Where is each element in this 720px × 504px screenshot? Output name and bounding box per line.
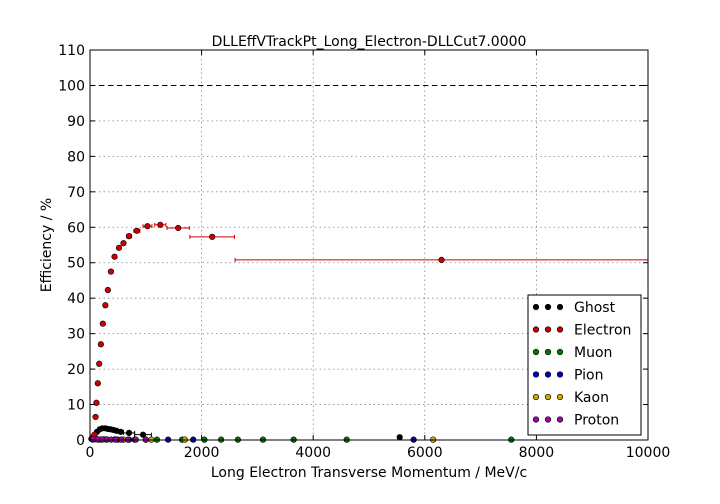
x-tick-label: 6000 <box>407 445 443 461</box>
electron-point <box>94 380 101 387</box>
legend-box <box>527 294 642 436</box>
legend-marker-kaon <box>544 393 552 401</box>
x-tick-label: 2000 <box>184 445 220 461</box>
y-tick-label: 20 <box>67 362 85 378</box>
legend-marker-kaon <box>556 393 564 401</box>
electron-point <box>102 302 109 309</box>
electron-point <box>115 244 123 251</box>
y-tick-label: 30 <box>67 327 85 343</box>
y-tick-label: 40 <box>67 291 85 307</box>
legend-label-muon: Muon <box>574 345 612 361</box>
x-tick-label: 10000 <box>626 445 671 461</box>
legend-marker-muon <box>532 348 540 356</box>
legend-marker-proton <box>556 416 564 423</box>
legend-marker-muon <box>556 348 564 356</box>
electron-point <box>96 360 103 367</box>
y-tick-label: 70 <box>67 185 85 201</box>
y-tick-label: 60 <box>67 220 85 236</box>
x-tick-label: 8000 <box>519 445 555 461</box>
legend-label-ghost: Ghost <box>574 300 616 316</box>
plot-frame <box>89 49 649 441</box>
axis-ticks: 0 2000 4000 6000 8000 10000 0 10 20 30 40 50 60 70 80 9… <box>58 43 670 461</box>
y-tick-label: 50 <box>67 256 85 272</box>
electron-point <box>125 233 133 240</box>
legend-marker-ghost <box>544 303 552 311</box>
y-tick-label: 0 <box>76 433 85 449</box>
y-tick-label: 10 <box>67 398 85 414</box>
legend-label-pion: Pion <box>574 368 603 384</box>
electron-point <box>92 413 99 421</box>
legend-marker-electron <box>532 326 540 333</box>
electron-point <box>144 223 151 230</box>
x-tick-label: 4000 <box>295 445 331 461</box>
electron-point <box>133 227 140 234</box>
y-tick-label: 80 <box>67 149 85 165</box>
legend-marker-electron <box>544 326 552 333</box>
electron-point <box>157 221 164 228</box>
legend-marker-kaon <box>532 393 540 401</box>
electron-point <box>99 320 106 327</box>
legend-marker-muon <box>544 348 552 356</box>
electron-point <box>104 286 111 294</box>
legend-marker-pion <box>556 371 564 378</box>
electron-point <box>111 253 118 260</box>
y-tick-label: 90 <box>67 114 85 130</box>
chart-title: DLLEffVTrackPt_Long_Electron-DLLCut7.000… <box>212 34 527 50</box>
ghost-point <box>117 428 124 435</box>
electron-point <box>93 399 100 406</box>
electron-point <box>175 224 182 232</box>
electron-point <box>438 256 445 263</box>
electron-point <box>120 240 127 247</box>
legend-marker-ghost <box>556 303 564 311</box>
legend-marker-proton <box>544 416 552 423</box>
legend-marker-pion <box>544 371 552 378</box>
y-axis-label: Efficiency / % <box>39 198 55 292</box>
ghost-point <box>396 434 403 441</box>
legend-label-electron: Electron <box>574 323 631 339</box>
x-axis-label: Long Electron Transverse Momentum / MeV/… <box>211 465 527 481</box>
ghost-point <box>125 429 133 437</box>
legend: Ghost Electron Muon Pion Kaon Proton <box>527 294 642 436</box>
legend-marker-ghost <box>532 303 540 311</box>
legend-marker-pion <box>532 371 540 378</box>
legend-label-proton: Proton <box>574 413 619 429</box>
x-tick-label: 0 <box>86 445 95 461</box>
legend-label-kaon: Kaon <box>574 390 609 406</box>
y-tick-label: 100 <box>58 78 85 94</box>
y-tick-label: 110 <box>58 43 85 59</box>
electron-point <box>209 233 216 240</box>
electron-point <box>107 268 115 275</box>
ghost-point <box>139 431 147 438</box>
legend-marker-electron <box>556 326 564 333</box>
legend-marker-proton <box>532 416 540 423</box>
electron-point <box>97 341 104 348</box>
